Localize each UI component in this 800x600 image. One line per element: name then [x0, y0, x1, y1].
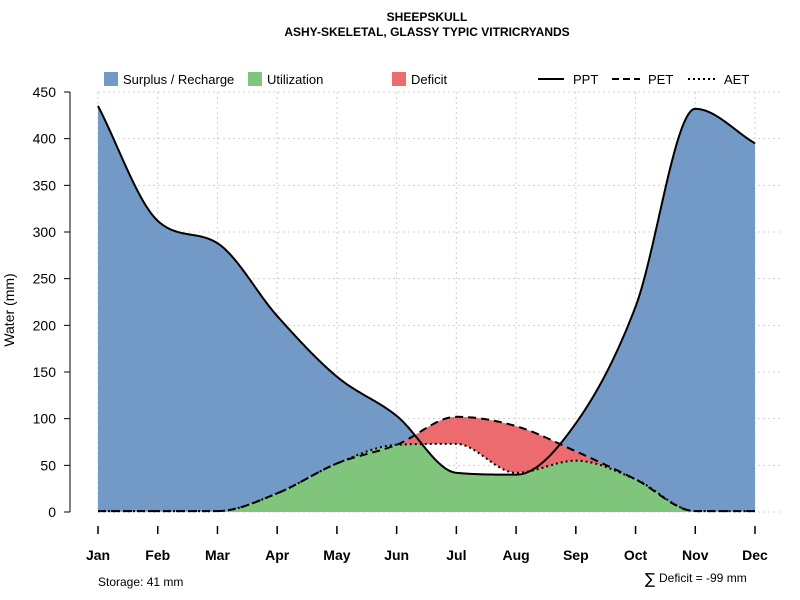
legend-label-surplus: Surplus / Recharge	[123, 72, 234, 87]
area-fills	[98, 106, 755, 512]
y-tick-label: 200	[33, 317, 57, 333]
x-tick-label-jun: Jun	[384, 547, 409, 563]
deficit-sum-symbol: ∑	[645, 570, 655, 588]
y-tick-label: 0	[48, 504, 56, 520]
y-axis-label: Water (mm)	[1, 273, 17, 346]
axes: 0 50 100 150 200 250 300 350 400 450 Jan Feb Mar Apr M…	[33, 84, 768, 563]
y-tick-label: 250	[33, 271, 57, 287]
x-tick-label-may: May	[323, 547, 350, 563]
utilization-area	[98, 444, 755, 512]
storage-annotation: Storage: 41 mm	[98, 575, 183, 589]
y-tick-label: 50	[40, 457, 56, 473]
legend-swatch-surplus	[104, 72, 118, 86]
y-tick-label: 100	[33, 411, 57, 427]
legend-swatch-utilization	[248, 72, 262, 86]
legend: Surplus / Recharge Utilization Deficit P…	[104, 72, 749, 87]
deficit-area	[98, 416, 755, 512]
y-tick-label: 300	[33, 224, 57, 240]
x-tick-label-aug: Aug	[502, 547, 529, 563]
x-tick-label-sep: Sep	[563, 547, 589, 563]
chart-title: SHEEPSKULL	[387, 10, 468, 24]
series-line-ppt	[97, 105, 756, 476]
x-tick-label-dec: Dec	[742, 547, 768, 563]
x-tick-label-mar: Mar	[205, 547, 230, 563]
y-tick-label: 400	[33, 131, 57, 147]
x-tick-label-apr: Apr	[265, 547, 290, 563]
y-tick-label: 450	[33, 84, 57, 100]
legend-label-utilization: Utilization	[267, 72, 323, 87]
legend-label-pet: PET	[648, 72, 673, 87]
x-tick-label-feb: Feb	[145, 547, 170, 563]
legend-swatch-deficit	[392, 72, 406, 86]
legend-label-deficit: Deficit	[411, 72, 448, 87]
chart-subtitle: ASHY-SKELETAL, GLASSY TYPIC VITRICRYANDS	[284, 25, 569, 39]
y-tick-label: 350	[33, 177, 57, 193]
y-tick-label: 150	[33, 364, 57, 380]
x-tick-label-oct: Oct	[624, 547, 648, 563]
surplus-area	[98, 106, 755, 512]
series-lines	[97, 105, 756, 513]
x-tick-label-jul: Jul	[446, 547, 466, 563]
x-tick-label-nov: Nov	[682, 547, 709, 563]
x-tick-label-jan: Jan	[86, 547, 110, 563]
legend-label-aet: AET	[724, 72, 749, 87]
deficit-annotation: Deficit = -99 mm	[659, 571, 747, 585]
series-line-pet	[98, 415, 755, 513]
legend-label-ppt: PPT	[573, 72, 598, 87]
series-line-aet	[98, 442, 755, 513]
